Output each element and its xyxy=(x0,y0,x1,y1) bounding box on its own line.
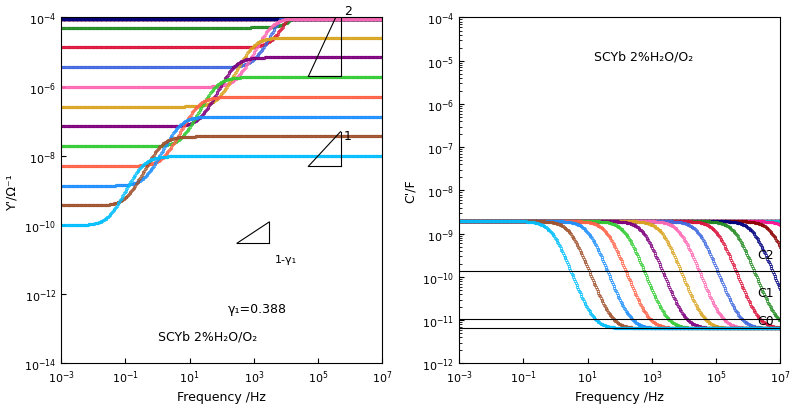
Text: C0: C0 xyxy=(758,314,775,327)
Text: SCYb 2%H₂O/O₂: SCYb 2%H₂O/O₂ xyxy=(158,329,257,342)
X-axis label: Frequency /Hz: Frequency /Hz xyxy=(178,391,266,403)
Text: C2: C2 xyxy=(758,248,775,261)
Y-axis label: C'/F: C'/F xyxy=(404,179,416,203)
Text: 1-γ₁: 1-γ₁ xyxy=(275,254,297,264)
X-axis label: Frequency /Hz: Frequency /Hz xyxy=(576,391,664,403)
Text: C1: C1 xyxy=(758,286,775,299)
Text: 2: 2 xyxy=(344,5,352,18)
Text: 1: 1 xyxy=(344,129,352,142)
Text: SCYb 2%H₂O/O₂: SCYb 2%H₂O/O₂ xyxy=(594,50,693,63)
Y-axis label: Y'/Ω⁻¹: Y'/Ω⁻¹ xyxy=(6,173,18,209)
Text: γ₁=0.388: γ₁=0.388 xyxy=(228,302,287,315)
